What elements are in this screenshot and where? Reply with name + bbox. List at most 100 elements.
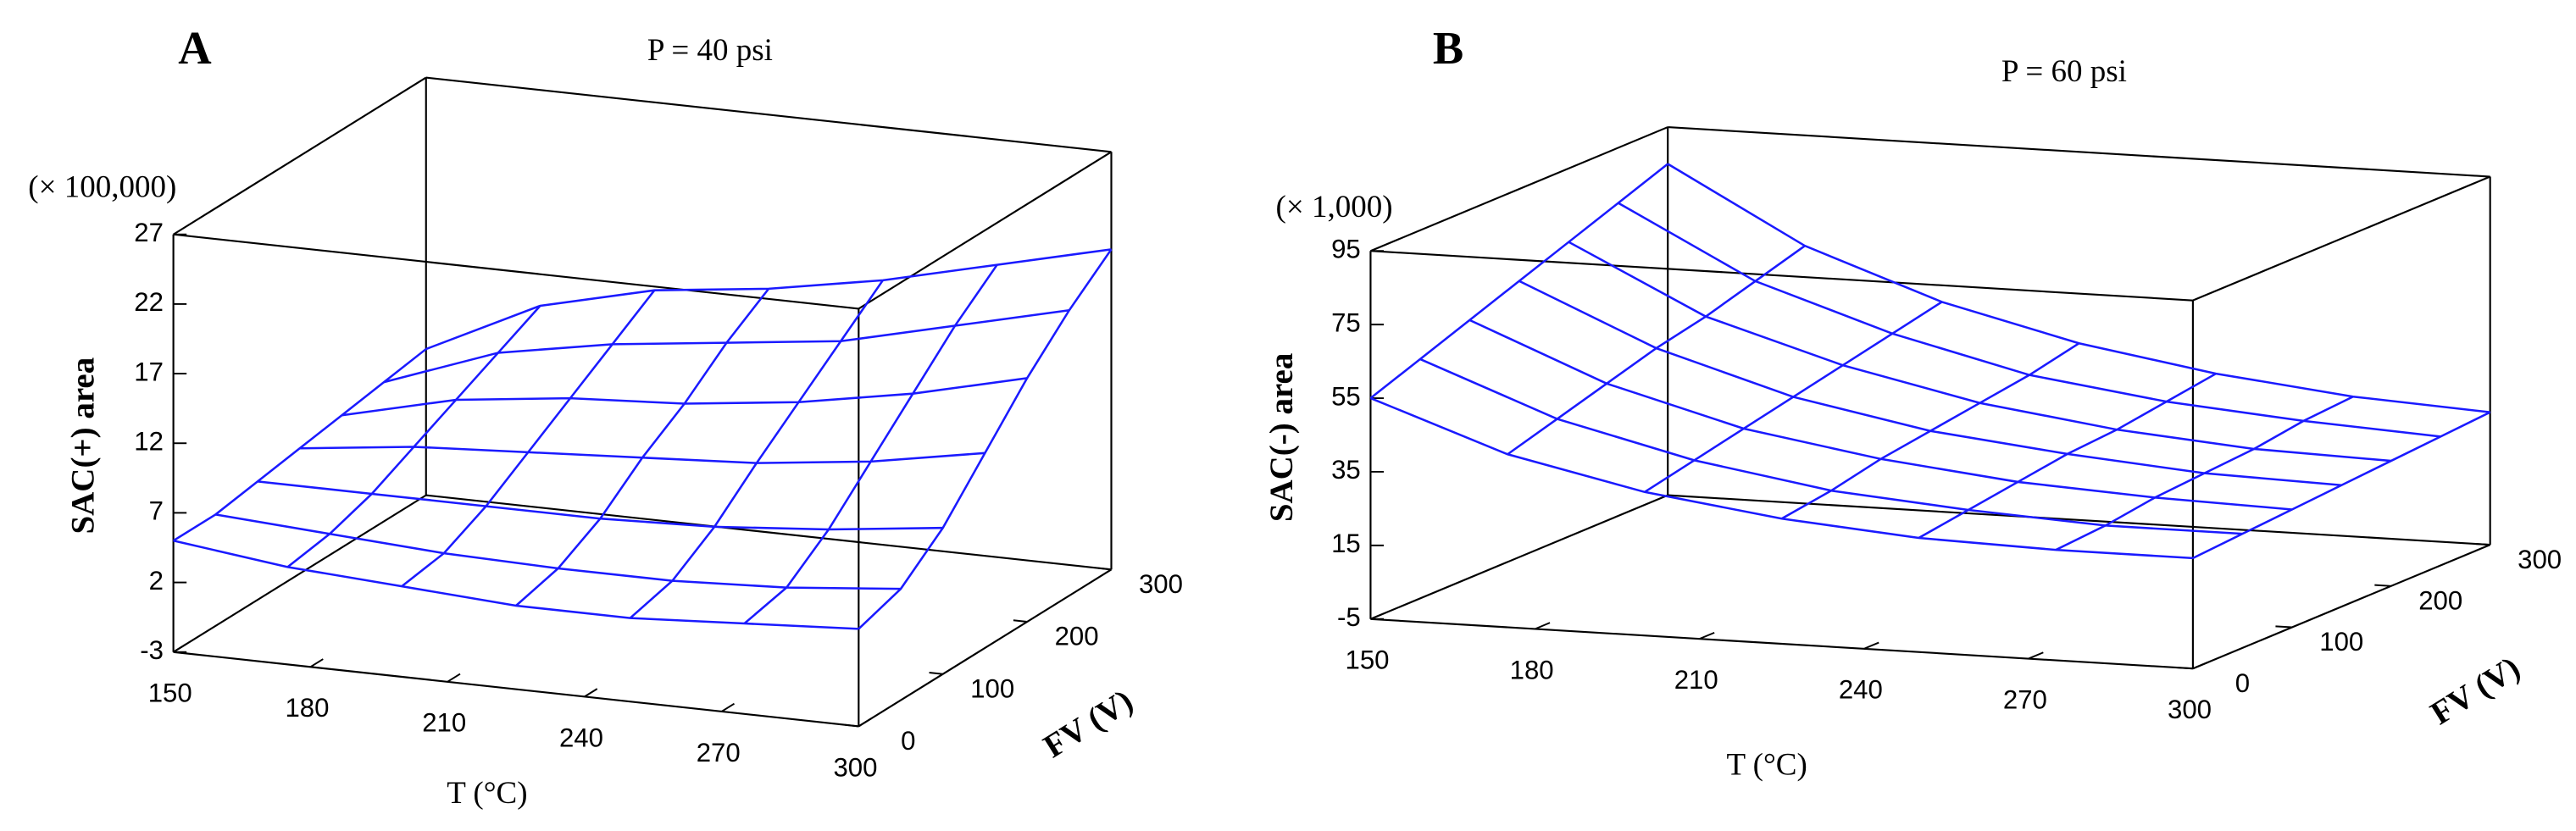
surface-column — [1781, 342, 2080, 520]
z-tick-label: 75 — [1331, 307, 1361, 337]
y-tick-label: 100 — [2319, 627, 2363, 656]
z-tick-label: -5 — [1337, 602, 1361, 632]
x-tick — [721, 702, 736, 712]
y-tick-label: 300 — [1139, 569, 1183, 599]
z-tick-label: 12 — [134, 426, 164, 456]
x-tick — [2192, 662, 2208, 670]
z-tick-label: 35 — [1331, 455, 1361, 485]
box-edge — [2192, 544, 2491, 670]
box-edge — [1370, 618, 2193, 670]
surface-row — [341, 377, 1028, 417]
z-tick-label: 2 — [149, 566, 164, 596]
box-edge — [173, 494, 427, 653]
surface-row — [1468, 319, 2292, 511]
x-tick-label: 270 — [697, 738, 741, 767]
y-tick — [1013, 619, 1028, 623]
y-tick — [2374, 584, 2391, 587]
box-edge — [425, 494, 1112, 571]
surface-column — [2192, 411, 2491, 560]
surface-column — [1918, 372, 2217, 540]
z-tick-label: 15 — [1331, 529, 1361, 558]
z-tick-label: -3 — [140, 635, 164, 665]
x-tick — [447, 673, 461, 683]
y-tick-label: 0 — [901, 726, 915, 756]
surface-row — [215, 513, 902, 590]
x-tick-label: 180 — [285, 693, 329, 723]
x-tick-label: 300 — [2168, 695, 2212, 724]
z-tick-label: 17 — [134, 357, 164, 386]
panel-letter: B — [1433, 22, 1463, 74]
box-edge — [1668, 494, 2490, 546]
y-axis-label: FV (V) — [2424, 650, 2526, 732]
surface-column — [743, 263, 998, 624]
x-tick — [1370, 612, 1386, 620]
box-edge — [173, 651, 859, 728]
box-edge — [173, 76, 427, 235]
surface-column — [1507, 245, 1806, 456]
surface-row — [1518, 280, 2342, 487]
surface-column — [1644, 301, 1943, 493]
x-tick — [1863, 641, 1879, 650]
x-tick — [1699, 631, 1715, 640]
panel-title: P = 40 psi — [647, 33, 773, 68]
panel-letter: A — [178, 22, 211, 74]
x-tick-label: 270 — [2003, 684, 2047, 714]
box-edge — [858, 568, 1113, 728]
y-tick-label: 0 — [2235, 668, 2250, 698]
x-axis-label: T (°C) — [1726, 748, 1807, 783]
y-tick-label: 200 — [1055, 622, 1099, 651]
z-tick-label: 7 — [149, 496, 164, 526]
x-tick — [173, 643, 187, 653]
box-edge — [1370, 250, 2193, 302]
surface-row — [1618, 202, 2441, 438]
x-tick — [2028, 651, 2044, 660]
y-tick — [2473, 542, 2490, 546]
y-tick — [929, 672, 943, 675]
x-axis-label: T (°C) — [447, 776, 527, 811]
box-edge — [1668, 125, 2490, 178]
surface-row — [1568, 241, 2391, 463]
y-tick — [845, 723, 859, 728]
z-axis-label: SAC(-) area — [1263, 353, 1300, 523]
x-tick-label: 210 — [422, 708, 466, 738]
box-edge — [425, 76, 1112, 153]
y-tick — [2275, 625, 2292, 629]
surface-row — [1419, 357, 2243, 535]
surface-row — [1667, 163, 2490, 413]
y-axis-label: FV (V) — [1037, 683, 1139, 765]
z-axis-label: SAC(+) area — [64, 357, 101, 535]
panel: -327121722271501802102402703000100200300… — [28, 22, 1183, 811]
x-tick-label: 240 — [1839, 675, 1883, 705]
z-multiplier: (× 1,000) — [1276, 190, 1393, 224]
x-tick-label: 210 — [1674, 665, 1718, 695]
z-tick-label: 55 — [1331, 381, 1361, 411]
panel: -5 15 35 55 75 95 150 180 210 240 270 300 0 100 200 300… — [1263, 22, 2562, 783]
x-tick-label: 150 — [148, 679, 192, 708]
box-edge — [2192, 175, 2491, 302]
surface-row — [383, 309, 1069, 384]
x-tick — [858, 717, 872, 728]
surface-column — [1369, 163, 1668, 400]
box-edge — [173, 233, 859, 310]
box-edge — [1370, 126, 1668, 252]
surface-column — [515, 288, 770, 607]
surface-column — [858, 248, 1113, 630]
z-tick-label: 22 — [134, 287, 164, 317]
surface-column — [629, 280, 884, 619]
x-tick — [584, 688, 598, 698]
surface-row — [1369, 396, 2193, 560]
x-tick-label: 180 — [1510, 655, 1554, 684]
y-tick — [1097, 567, 1112, 571]
x-tick — [309, 658, 324, 668]
box-edge — [858, 151, 1113, 310]
z-tick-label: 95 — [1331, 234, 1361, 263]
x-tick-label: 300 — [833, 752, 877, 782]
z-multiplier: (× 100,000) — [28, 170, 176, 205]
x-tick-label: 240 — [559, 723, 603, 752]
y-tick-label: 100 — [970, 673, 1014, 703]
panel-title: P = 60 psi — [2001, 54, 2127, 89]
surface-column — [286, 305, 541, 568]
y-tick-label: 300 — [2518, 545, 2562, 574]
y-tick-label: 200 — [2418, 586, 2462, 616]
